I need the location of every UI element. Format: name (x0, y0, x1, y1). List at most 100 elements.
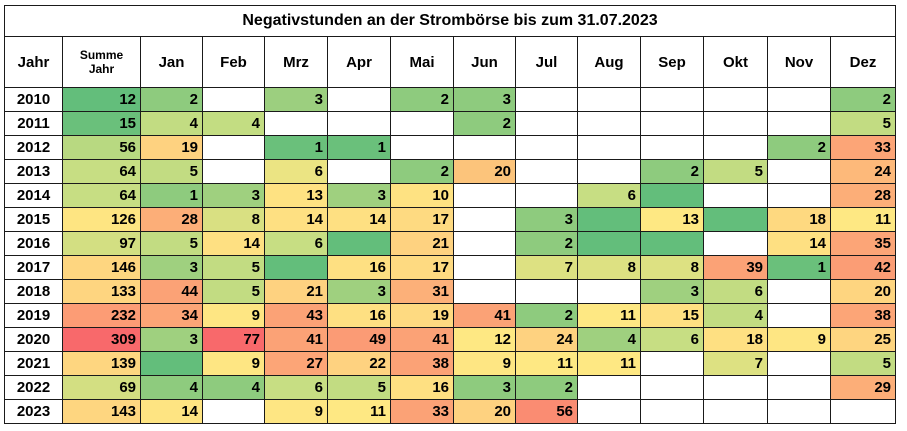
month-cell: 7 (703, 351, 768, 376)
year-cell: 2016 (4, 231, 63, 256)
month-cell (390, 111, 454, 136)
month-cell: 5 (140, 159, 203, 184)
month-cell: 3 (453, 375, 516, 400)
month-cell: 25 (830, 327, 896, 352)
month-cell: 11 (577, 351, 641, 376)
year-cell: 2013 (4, 159, 63, 184)
month-cell: 3 (202, 183, 265, 208)
month-cell: 7 (515, 255, 578, 280)
month-cell: 5 (830, 351, 896, 376)
sum-cell: 69 (62, 375, 141, 400)
table-row: 2015 126 28 8 14 14 17 3 13 18 11 (4, 207, 896, 232)
table-title: Negativstunden an der Strombörse bis zum… (4, 5, 896, 37)
month-cell: 20 (830, 279, 896, 304)
month-cell (703, 231, 768, 256)
month-cell (577, 135, 641, 160)
month-cell: 2 (767, 135, 831, 160)
table-row: 2017 146 3 5 16 17 7 8 8 39 1 42 (4, 255, 896, 280)
sum-cell: 126 (62, 207, 141, 232)
month-cell: 9 (453, 351, 516, 376)
month-cell (767, 111, 831, 136)
month-cell: 18 (703, 327, 768, 352)
month-cell (703, 207, 768, 232)
month-cell: 14 (202, 231, 265, 256)
month-cell (577, 87, 641, 112)
month-cell: 6 (264, 375, 328, 400)
month-cell: 35 (830, 231, 896, 256)
month-cell (327, 159, 391, 184)
month-cell (515, 87, 578, 112)
sum-cell: 15 (62, 111, 141, 136)
month-cell: 29 (830, 375, 896, 400)
table-row: 2014 64 1 3 13 3 10 6 28 (4, 183, 896, 208)
month-cell: 17 (390, 255, 454, 280)
table-row: 2022 69 4 4 6 5 16 3 2 29 (4, 375, 896, 400)
month-cell (515, 159, 578, 184)
month-cell: 11 (515, 351, 578, 376)
month-cell: 2 (515, 375, 578, 400)
month-cell (767, 87, 831, 112)
month-cell (703, 135, 768, 160)
month-cell: 41 (390, 327, 454, 352)
month-cell: 18 (767, 207, 831, 232)
month-cell: 77 (202, 327, 265, 352)
month-cell (767, 351, 831, 376)
sum-cell: 12 (62, 87, 141, 112)
sum-cell: 64 (62, 183, 141, 208)
month-cell (453, 207, 516, 232)
month-cell: 12 (453, 327, 516, 352)
month-cell (327, 87, 391, 112)
month-cell (703, 375, 768, 400)
month-cell: 28 (830, 183, 896, 208)
year-cell: 2018 (4, 279, 63, 304)
month-cell: 28 (140, 207, 203, 232)
month-cell: 1 (767, 255, 831, 280)
month-cell: 13 (640, 207, 704, 232)
month-cell (577, 279, 641, 304)
month-cell (767, 375, 831, 400)
month-cell (767, 399, 831, 424)
month-cell: 8 (202, 207, 265, 232)
table-row: 2013 64 5 6 2 20 2 5 24 (4, 159, 896, 184)
month-cell (703, 399, 768, 424)
month-cell (640, 183, 704, 208)
table-row: 2021 139 9 27 22 38 9 11 11 7 5 (4, 351, 896, 376)
month-cell: 3 (515, 207, 578, 232)
header-month-jan: Jan (140, 36, 203, 88)
sum-cell: 146 (62, 255, 141, 280)
month-cell: 9 (202, 351, 265, 376)
month-cell: 9 (264, 399, 328, 424)
year-cell: 2020 (4, 327, 63, 352)
month-cell: 11 (577, 303, 641, 328)
month-cell: 1 (264, 135, 328, 160)
month-cell (453, 255, 516, 280)
table-row: 2016 97 5 14 6 21 2 14 35 (4, 231, 896, 256)
month-cell (767, 183, 831, 208)
month-cell (767, 159, 831, 184)
month-cell: 2 (390, 87, 454, 112)
month-cell: 24 (830, 159, 896, 184)
month-cell (577, 159, 641, 184)
year-cell: 2019 (4, 303, 63, 328)
month-cell: 2 (515, 231, 578, 256)
year-cell: 2015 (4, 207, 63, 232)
month-cell: 21 (390, 231, 454, 256)
sum-cell: 97 (62, 231, 141, 256)
table-row: 2011 15 4 4 2 5 (4, 111, 896, 136)
month-cell (453, 183, 516, 208)
month-cell: 2 (140, 87, 203, 112)
month-cell (640, 231, 704, 256)
year-cell: 2021 (4, 351, 63, 376)
month-cell: 17 (390, 207, 454, 232)
header-sum-line2: Jahr (88, 62, 115, 76)
header-month-mai: Mai (390, 36, 454, 88)
month-cell (577, 375, 641, 400)
month-cell: 4 (202, 111, 265, 136)
month-cell (640, 351, 704, 376)
month-cell: 4 (140, 375, 203, 400)
month-cell: 3 (140, 255, 203, 280)
month-cell (202, 87, 265, 112)
header-month-nov: Nov (767, 36, 831, 88)
month-cell: 9 (767, 327, 831, 352)
month-cell: 11 (830, 207, 896, 232)
